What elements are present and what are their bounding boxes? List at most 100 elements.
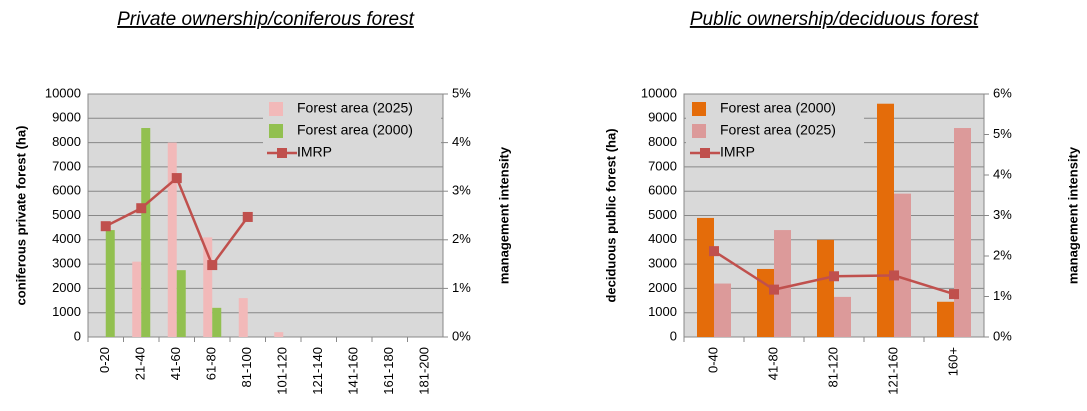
y2-tick-label: 0%: [993, 328, 1012, 343]
legend-label: Forest area (2000): [720, 100, 836, 116]
x-tick-label: 141-160: [346, 347, 361, 395]
bar: [212, 307, 222, 337]
legend-label: IMRP: [720, 144, 755, 160]
marker: [949, 289, 959, 300]
y2-tick-label: 4%: [993, 166, 1012, 181]
y-tick-label: 2000: [52, 280, 81, 295]
legend-label: Forest area (2025): [720, 122, 836, 138]
bar: [877, 103, 894, 337]
y-tick-label: 1000: [648, 304, 677, 319]
legend: Forest area (2000) Forest area (2025) IMRP: [686, 96, 864, 166]
marker: [829, 271, 839, 282]
bar: [937, 301, 954, 337]
y-tick-label: 10000: [45, 85, 81, 100]
y-tick-label: 8000: [52, 134, 81, 149]
y-tick-label: 4000: [52, 231, 81, 246]
chart-title: Private ownership/coniferous forest: [117, 9, 414, 30]
x-tick-label: 81-120: [825, 347, 840, 387]
y2-tick-label: 3%: [452, 183, 471, 198]
x-tick-label: 41-80: [765, 347, 780, 380]
marker: [242, 211, 253, 222]
legend-box: [263, 96, 441, 166]
marker: [769, 284, 779, 295]
y-tick-label: 4000: [648, 231, 677, 246]
x-tick-label: 61-80: [204, 347, 219, 380]
legend-swatch: [269, 102, 283, 116]
marker: [136, 203, 147, 214]
bar: [697, 217, 714, 337]
legend-swatch: [277, 148, 287, 158]
x-tick-label: 121-160: [885, 347, 900, 395]
y2-tick-label: 5%: [452, 85, 471, 100]
y2-tick-label: 5%: [993, 126, 1012, 141]
bar: [817, 239, 834, 337]
bar: [141, 128, 151, 337]
y-tick-label: 0: [74, 328, 81, 343]
bar: [274, 332, 284, 337]
bar: [834, 296, 851, 337]
bar: [132, 261, 142, 337]
y-tick-label: 9000: [52, 110, 81, 125]
legend-swatch: [269, 124, 283, 138]
y2-tick-label: 2%: [452, 231, 471, 246]
y-tick-label: 7000: [52, 158, 81, 173]
marker: [709, 246, 719, 257]
marker: [171, 173, 182, 184]
y-axis-label: coniferous private forest (ha): [13, 126, 28, 306]
y2-tick-label: 4%: [452, 134, 471, 149]
y2-tick-label: 6%: [993, 85, 1012, 100]
y-tick-label: 2000: [648, 280, 677, 295]
x-tick-label: 0-20: [97, 347, 112, 373]
y2-tick-label: 0%: [452, 328, 471, 343]
bar: [167, 142, 177, 337]
y2-tick-label: 3%: [993, 207, 1012, 222]
bar: [203, 237, 213, 337]
legend-box: [686, 96, 864, 166]
legend-label: Forest area (2000): [297, 122, 413, 138]
x-tick-label: 0-40: [705, 347, 720, 373]
y2-tick-label: 1%: [452, 280, 471, 295]
y-tick-label: 9000: [648, 110, 677, 125]
legend-swatch: [692, 102, 706, 116]
y-tick-label: 7000: [648, 158, 677, 173]
y-tick-label: 3000: [648, 256, 677, 271]
x-tick-label: 161-180: [381, 347, 396, 395]
marker: [207, 260, 218, 271]
legend-label: IMRP: [297, 144, 332, 160]
bar: [774, 230, 791, 337]
legend-label: Forest area (2025): [297, 100, 413, 116]
marker: [889, 270, 899, 281]
y-tick-label: 3000: [52, 256, 81, 271]
bar: [954, 128, 971, 337]
chart-title: Public ownership/deciduous forest: [690, 9, 979, 30]
x-tick-label: 21-40: [133, 347, 148, 380]
y2-tick-label: 2%: [993, 247, 1012, 262]
bar: [894, 193, 911, 337]
y2-tick-label: 1%: [993, 288, 1012, 303]
y-tick-label: 1000: [52, 304, 81, 319]
y-tick-label: 5000: [648, 207, 677, 222]
bar: [105, 230, 115, 337]
y-tick-label: 5000: [52, 207, 81, 222]
x-tick-label: 160+: [945, 347, 960, 376]
y-tick-label: 0: [670, 328, 677, 343]
y-tick-label: 10000: [641, 85, 677, 100]
y-axis-label: deciduous public forest (ha): [603, 128, 618, 302]
y-tick-label: 6000: [52, 183, 81, 198]
x-tick-label: 181-200: [417, 347, 432, 395]
x-tick-label: 81-100: [239, 347, 254, 387]
y-tick-label: 8000: [648, 134, 677, 149]
y2-axis-label: management intensity: [1065, 146, 1080, 284]
marker: [100, 221, 111, 232]
x-tick-label: 41-60: [168, 347, 183, 380]
bar: [176, 270, 186, 337]
legend: Forest area (2025) Forest area (2000) IMRP: [263, 96, 441, 166]
bar: [238, 298, 248, 337]
legend-swatch: [700, 148, 710, 158]
y-tick-label: 6000: [648, 183, 677, 198]
x-tick-label: 121-140: [310, 347, 325, 395]
legend-swatch: [692, 124, 706, 138]
x-tick-label: 101-120: [275, 347, 290, 395]
bar: [714, 283, 731, 337]
